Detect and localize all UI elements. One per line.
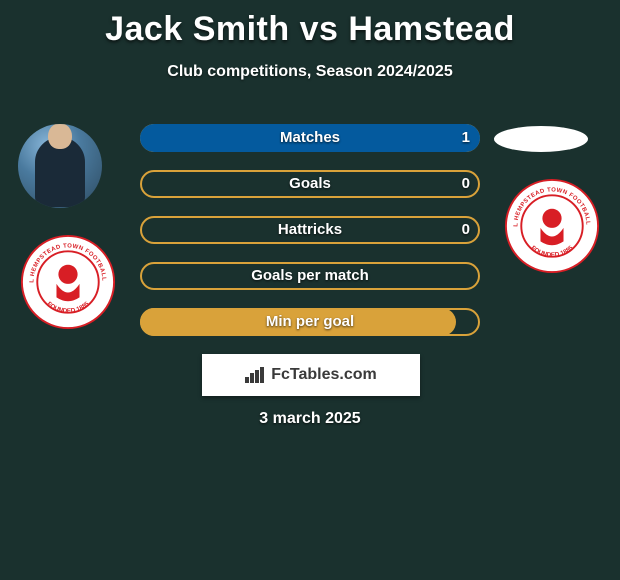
stat-label: Goals per match (140, 262, 480, 290)
opponent-placeholder-oval (494, 126, 588, 152)
stat-label: Hattricks (140, 216, 480, 244)
club-badge-right: HEMEL HEMPSTEAD TOWN FOOTBALL CLUB FOUND… (504, 178, 600, 274)
stat-label: Matches (140, 124, 480, 152)
player-avatar (18, 124, 102, 208)
stats-container: Matches1Goals0Hattricks0Goals per matchM… (140, 124, 480, 354)
player-head (48, 124, 72, 149)
date-text: 3 march 2025 (0, 410, 620, 428)
brand-box: FcTables.com (202, 354, 420, 396)
player-silhouette (35, 137, 85, 207)
page-title: Jack Smith vs Hamstead (0, 0, 620, 49)
stat-row: Hattricks0 (140, 216, 480, 244)
stat-label: Min per goal (140, 308, 480, 336)
subtitle: Club competitions, Season 2024/2025 (0, 63, 620, 81)
stat-row: Min per goal (140, 308, 480, 336)
club-badge-left: HEMEL HEMPSTEAD TOWN FOOTBALL CLUB FOUND… (20, 234, 116, 330)
stat-value: 0 (462, 170, 470, 198)
stat-row: Goals per match (140, 262, 480, 290)
stat-value: 0 (462, 216, 470, 244)
brand-text: FcTables.com (271, 366, 377, 384)
stat-label: Goals (140, 170, 480, 198)
stat-row: Matches1 (140, 124, 480, 152)
stat-value: 1 (462, 124, 470, 152)
brand-bars-icon (245, 367, 265, 383)
stat-row: Goals0 (140, 170, 480, 198)
